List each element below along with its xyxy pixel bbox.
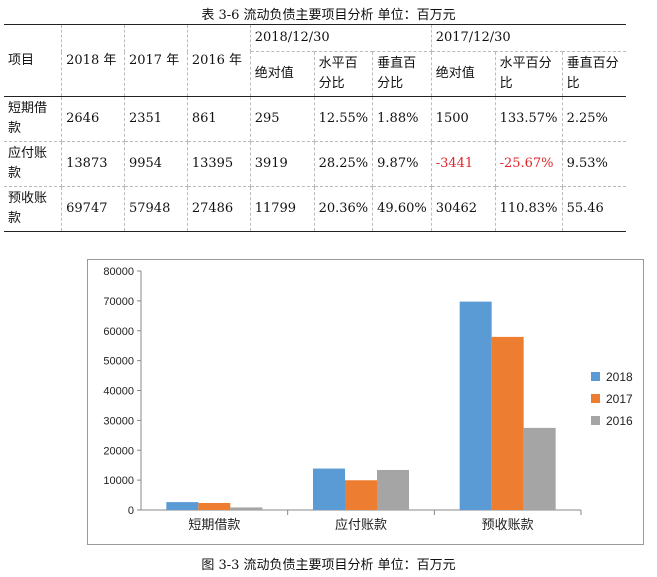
cell-abs-a: 3919	[250, 141, 315, 187]
bar	[313, 468, 345, 510]
header-item: 项目	[4, 24, 63, 97]
header-abs-b: 绝对值	[431, 51, 496, 97]
cell-horiz-b: 110.83%	[495, 186, 563, 232]
cell-horiz-a: 12.55%	[314, 96, 374, 142]
bar	[377, 469, 409, 510]
chart-frame: 0 10000 20000 30000 40000 50000 60000 70000 8000…	[87, 259, 644, 545]
legend-label: 2016	[606, 414, 633, 428]
table-row: 短期借款 2646 2351 861 295 12.55% 1.88% 1500…	[4, 96, 626, 142]
legend-label: 2018	[606, 370, 633, 384]
bar	[166, 502, 199, 510]
cell-2018: 69747	[61, 186, 125, 232]
liabilities-table: 项目 2018 年 2017 年 2016 年 2018/12/30 2017/…	[4, 24, 626, 232]
cell-2018: 13873	[61, 141, 125, 187]
bar	[491, 336, 524, 510]
header-row-1: 项目 2018 年 2017 年 2016 年 2018/12/30 2017/…	[4, 24, 626, 97]
cell-abs-b: 30462	[431, 186, 496, 232]
header-2016: 2016 年	[187, 24, 251, 97]
header-2017: 2017 年	[124, 24, 188, 97]
legend-swatch	[591, 394, 600, 403]
cell-2018: 2646	[61, 96, 125, 142]
legend-swatch	[591, 372, 600, 381]
cell-vert-a: 9.87%	[372, 141, 432, 187]
cell-2017: 9954	[124, 141, 188, 187]
bar	[345, 480, 377, 510]
y-tick-label: 20000	[103, 445, 134, 457]
cell-abs-b: -3441	[431, 141, 496, 187]
bar	[523, 427, 556, 510]
cell-abs-b: 1500	[431, 96, 496, 142]
cell-vert-a: 1.88%	[372, 96, 432, 142]
row-item: 应付账款	[4, 141, 63, 187]
row-item: 短期借款	[4, 96, 63, 142]
cell-2016: 861	[187, 96, 251, 142]
y-tick-label: 30000	[103, 415, 134, 427]
y-tick-label: 60000	[103, 326, 134, 338]
cell-vert-b: 55.46	[562, 186, 626, 232]
cell-vert-b: 2.25%	[562, 96, 626, 142]
legend-swatch	[591, 416, 600, 425]
y-tick-label: 0	[128, 505, 134, 517]
cell-horiz-a: 28.25%	[314, 141, 374, 187]
bar	[459, 301, 492, 510]
cell-2017: 2351	[124, 96, 188, 142]
table-row: 应付账款 13873 9954 13395 3919 28.25% 9.87% …	[4, 141, 626, 187]
y-tick-label: 80000	[103, 266, 134, 278]
cell-vert-a: 49.60%	[372, 186, 432, 232]
header-abs-a: 绝对值	[250, 51, 315, 97]
cell-2017: 57948	[124, 186, 188, 232]
cell-2016: 13395	[187, 141, 251, 187]
x-tick-label: 应付账款	[335, 517, 387, 532]
header-vert-a: 垂直百分比	[372, 51, 432, 97]
y-tick-label: 40000	[103, 386, 134, 398]
cell-2016: 27486	[187, 186, 251, 232]
cell-vert-b: 9.53%	[562, 141, 626, 187]
cell-abs-a: 11799	[250, 186, 315, 232]
bar	[198, 502, 231, 510]
header-horiz-b: 水平百分比	[495, 51, 563, 97]
cell-abs-a: 295	[250, 96, 315, 142]
header-group-2017-12-30: 2017/12/30	[431, 24, 626, 52]
y-tick-label: 70000	[103, 296, 134, 308]
x-tick-label: 短期借款	[188, 517, 240, 532]
y-tick-label: 10000	[103, 475, 134, 487]
cell-horiz-a: 20.36%	[314, 186, 374, 232]
table-caption: 表 3-6 流动负债主要项目分析 单位：百万元	[201, 8, 456, 23]
table-row: 预收账款 69747 57948 27486 11799 20.36% 49.6…	[4, 186, 626, 232]
header-row-2: 绝对值 水平百分比 垂直百分比 绝对值 水平百分比 垂直百分比	[4, 51, 626, 97]
bar	[230, 507, 263, 510]
cell-horiz-b: -25.67%	[495, 141, 563, 187]
bar-chart: 0 10000 20000 30000 40000 50000 60000 70000 8000…	[103, 266, 633, 532]
x-tick-label: 预收账款	[482, 517, 534, 532]
legend-label: 2017	[606, 392, 633, 406]
header-2018: 2018 年	[61, 24, 125, 97]
row-item: 预收账款	[4, 186, 63, 232]
header-vert-b: 垂直百分比	[566, 56, 619, 91]
chart-caption: 图 3-3 流动负债主要项目分析 单位：百万元	[201, 558, 456, 573]
header-group-2018-12-30: 2018/12/30	[250, 24, 432, 52]
cell-horiz-b: 133.57%	[495, 96, 563, 142]
header-horiz-a: 水平百分比	[314, 51, 374, 97]
y-tick-label: 50000	[103, 356, 134, 368]
